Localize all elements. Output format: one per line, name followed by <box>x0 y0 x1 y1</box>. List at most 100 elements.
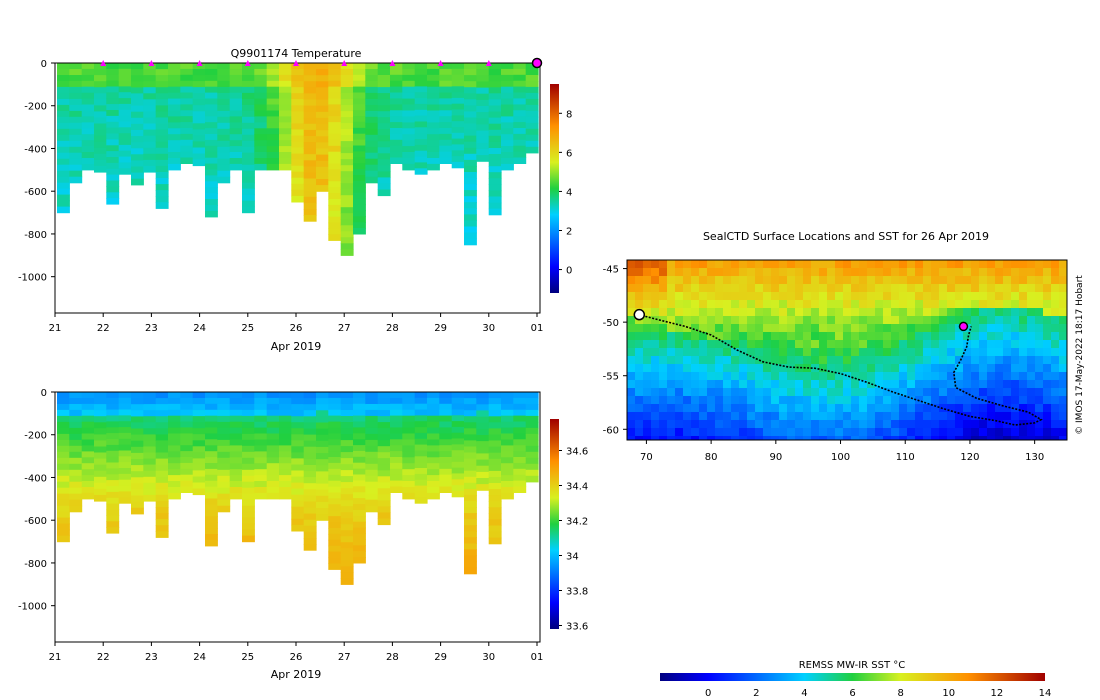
sst-cell <box>779 380 788 389</box>
sst-cell <box>971 396 980 405</box>
sst-cell <box>987 348 996 357</box>
sst-cell <box>699 284 708 293</box>
sst-cell <box>907 412 916 421</box>
sst-cell <box>691 268 700 277</box>
sst-cell <box>867 348 876 357</box>
sst-cell <box>1027 332 1036 341</box>
section-cell <box>328 510 342 517</box>
section-cell <box>525 409 539 417</box>
sst-cell <box>1043 372 1052 381</box>
section-cell <box>192 416 206 423</box>
sst-cell <box>963 380 972 389</box>
section-cell <box>476 410 490 418</box>
section-cell <box>427 409 440 417</box>
sst-cell <box>643 356 652 365</box>
section-cell <box>402 128 416 135</box>
section-cell <box>94 494 107 502</box>
sst-cell <box>1059 308 1068 317</box>
section-cell <box>464 63 477 70</box>
sst-cell <box>827 380 836 389</box>
sst-cell <box>659 300 668 309</box>
sst-cell <box>755 284 764 293</box>
sst-cell <box>931 260 940 269</box>
sst-cell <box>859 268 868 277</box>
section-cell <box>501 463 514 470</box>
section-cell <box>488 190 502 198</box>
sst-cell <box>867 308 876 317</box>
sst-cell <box>683 276 692 285</box>
section-cell <box>377 506 391 513</box>
sst-cell <box>675 284 684 293</box>
sst-cell <box>755 316 764 325</box>
sst-cell <box>843 404 852 413</box>
section-cell <box>328 163 342 170</box>
sst-cell <box>915 420 924 429</box>
sst-cell <box>931 292 940 301</box>
section-cell <box>279 457 292 464</box>
sst-cell <box>811 356 820 365</box>
section-cell <box>94 476 107 484</box>
x-tick-label: 01 <box>531 652 544 663</box>
sst-colorbar-tick-label: 2 <box>753 688 759 699</box>
sst-cell <box>723 284 732 293</box>
section-cell <box>353 116 366 123</box>
section-cell <box>303 446 317 454</box>
section-cell <box>205 486 218 494</box>
sst-cell <box>987 436 996 441</box>
y-tick-label: -600 <box>24 187 47 198</box>
section-cell <box>316 179 329 186</box>
sst-cell <box>739 308 748 317</box>
section-cell <box>106 92 120 99</box>
section-cell <box>242 481 255 489</box>
section-cell <box>328 222 342 230</box>
sst-cell <box>955 364 964 373</box>
sst-cell <box>947 380 956 389</box>
section-cell <box>328 545 342 553</box>
section-cell <box>143 105 157 113</box>
section-cell <box>118 473 132 481</box>
section-cell <box>217 451 231 459</box>
section-cell <box>513 63 527 70</box>
sst-cell <box>875 316 884 325</box>
sst-cell <box>691 308 700 317</box>
section-cell <box>242 158 255 166</box>
sst-cell <box>803 436 812 441</box>
section-cell <box>229 427 243 435</box>
sst-cell <box>1059 348 1068 357</box>
section-cell <box>229 63 243 70</box>
sst-cell <box>939 284 948 293</box>
section-cell <box>242 445 255 453</box>
sst-cell <box>899 428 908 437</box>
section-cell <box>402 98 416 106</box>
section-cell <box>488 202 502 210</box>
section-cell <box>143 81 157 88</box>
sst-cell <box>659 436 668 441</box>
sst-cell <box>659 396 668 405</box>
sst-cell <box>779 292 788 301</box>
section-cell <box>229 98 243 106</box>
section-cell <box>377 141 391 148</box>
section-cell <box>365 493 379 501</box>
sst-cell <box>859 396 868 405</box>
section-cell <box>488 416 502 423</box>
sst-cell <box>995 284 1004 293</box>
sst-cell <box>851 284 860 293</box>
section-cell <box>353 439 366 446</box>
sst-cell <box>731 396 740 405</box>
sst-cell <box>627 348 636 357</box>
section-cell <box>192 392 206 399</box>
section-cell <box>81 86 95 94</box>
sst-cell <box>707 292 716 301</box>
section-cell <box>81 492 95 500</box>
section-cell <box>316 434 329 442</box>
sst-cell <box>827 268 836 277</box>
section-cell <box>180 104 194 111</box>
sst-cell <box>979 300 988 309</box>
section-cell <box>291 398 305 405</box>
section-cell <box>365 451 379 459</box>
sst-cell <box>635 364 644 373</box>
section-cell <box>180 474 194 482</box>
sst-cell <box>1011 436 1020 441</box>
map-longitude-axis: 70 80 90 100 110 120 130 <box>640 440 1044 463</box>
section-cell <box>168 80 181 88</box>
